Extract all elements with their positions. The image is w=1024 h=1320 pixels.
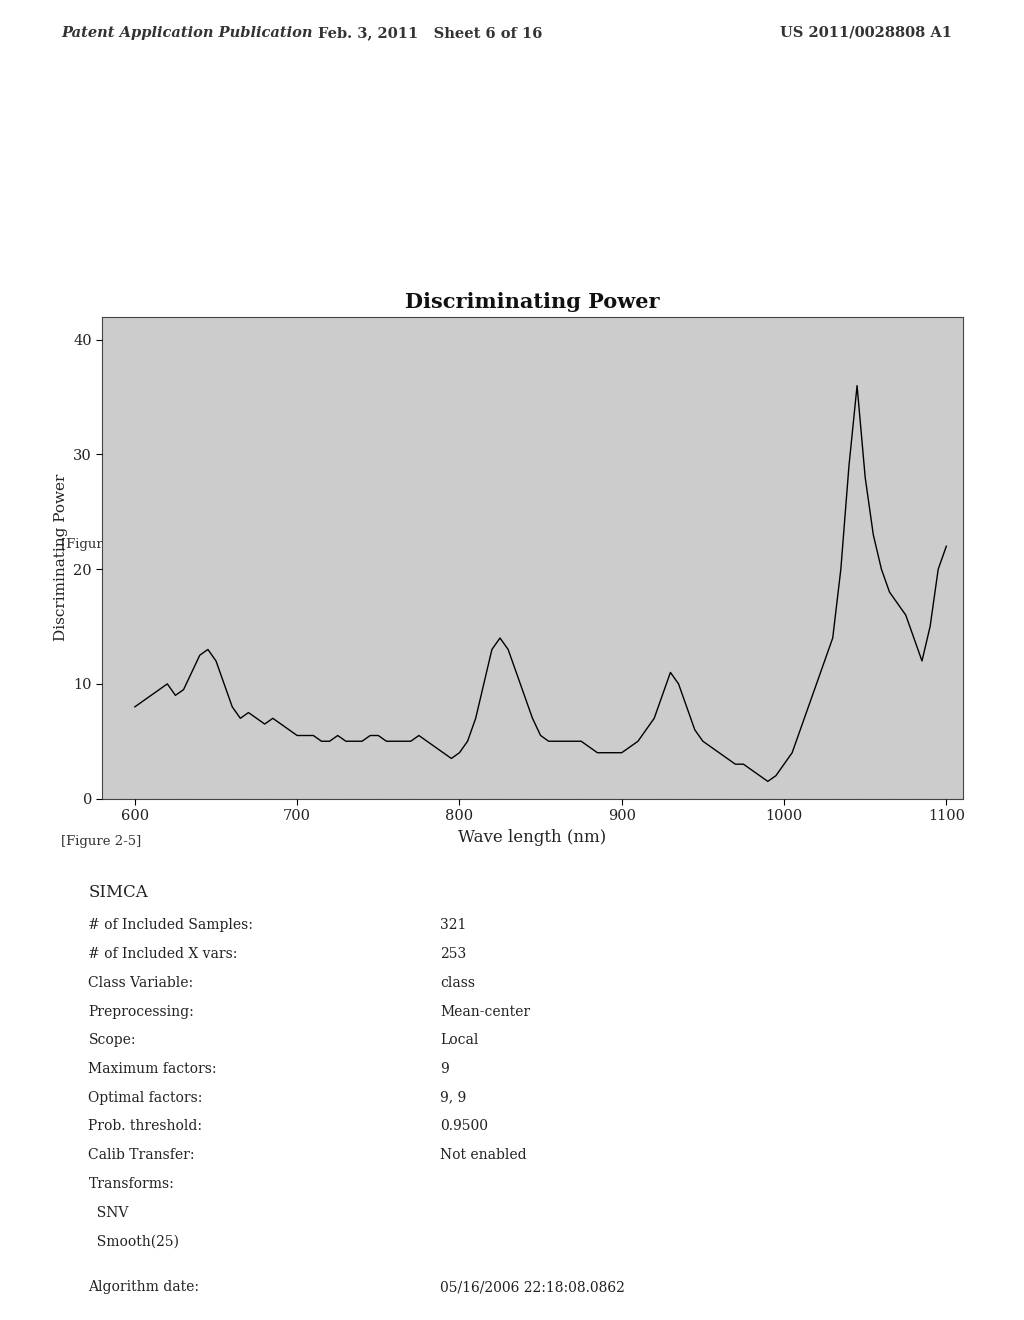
Title: Discriminating Power: Discriminating Power bbox=[406, 293, 659, 313]
Text: Optimal factors:: Optimal factors: bbox=[88, 1090, 203, 1105]
Text: Algorithm date:: Algorithm date: bbox=[88, 1280, 200, 1294]
Text: 321: 321 bbox=[440, 919, 466, 932]
Text: Feb. 3, 2011   Sheet 6 of 16: Feb. 3, 2011 Sheet 6 of 16 bbox=[317, 26, 543, 40]
Text: Local: Local bbox=[440, 1034, 478, 1047]
Text: Maximum factors:: Maximum factors: bbox=[88, 1063, 217, 1076]
Text: 253: 253 bbox=[440, 946, 466, 961]
Text: # of Included Samples:: # of Included Samples: bbox=[88, 919, 253, 932]
Text: Not enabled: Not enabled bbox=[440, 1148, 526, 1162]
Text: 0.9500: 0.9500 bbox=[440, 1119, 487, 1134]
Text: US 2011/0028808 A1: US 2011/0028808 A1 bbox=[780, 26, 952, 40]
Text: 9, 9: 9, 9 bbox=[440, 1090, 466, 1105]
Text: Prob. threshold:: Prob. threshold: bbox=[88, 1119, 203, 1134]
Text: 05/16/2006 22:18:08.0862: 05/16/2006 22:18:08.0862 bbox=[440, 1280, 625, 1294]
Text: Transforms:: Transforms: bbox=[88, 1177, 174, 1191]
Text: Class Variable:: Class Variable: bbox=[88, 975, 194, 990]
Text: # of Included X vars:: # of Included X vars: bbox=[88, 946, 238, 961]
Text: class: class bbox=[440, 975, 475, 990]
Text: Mean-center: Mean-center bbox=[440, 1005, 530, 1019]
Text: Scope:: Scope: bbox=[88, 1034, 136, 1047]
Text: Smooth(25): Smooth(25) bbox=[88, 1234, 179, 1249]
Text: SIMCA: SIMCA bbox=[88, 884, 148, 900]
Text: Calib Transfer:: Calib Transfer: bbox=[88, 1148, 195, 1162]
Text: Preprocessing:: Preprocessing: bbox=[88, 1005, 195, 1019]
Text: Patent Application Publication: Patent Application Publication bbox=[61, 26, 313, 40]
X-axis label: Wave length (nm): Wave length (nm) bbox=[459, 829, 606, 846]
Y-axis label: Discriminating Power: Discriminating Power bbox=[53, 474, 68, 642]
Text: SNV: SNV bbox=[88, 1205, 129, 1220]
Text: 9: 9 bbox=[440, 1063, 449, 1076]
Text: [Figure 2-5]: [Figure 2-5] bbox=[61, 836, 141, 847]
Text: [Figure 2-4]: [Figure 2-4] bbox=[61, 539, 141, 550]
